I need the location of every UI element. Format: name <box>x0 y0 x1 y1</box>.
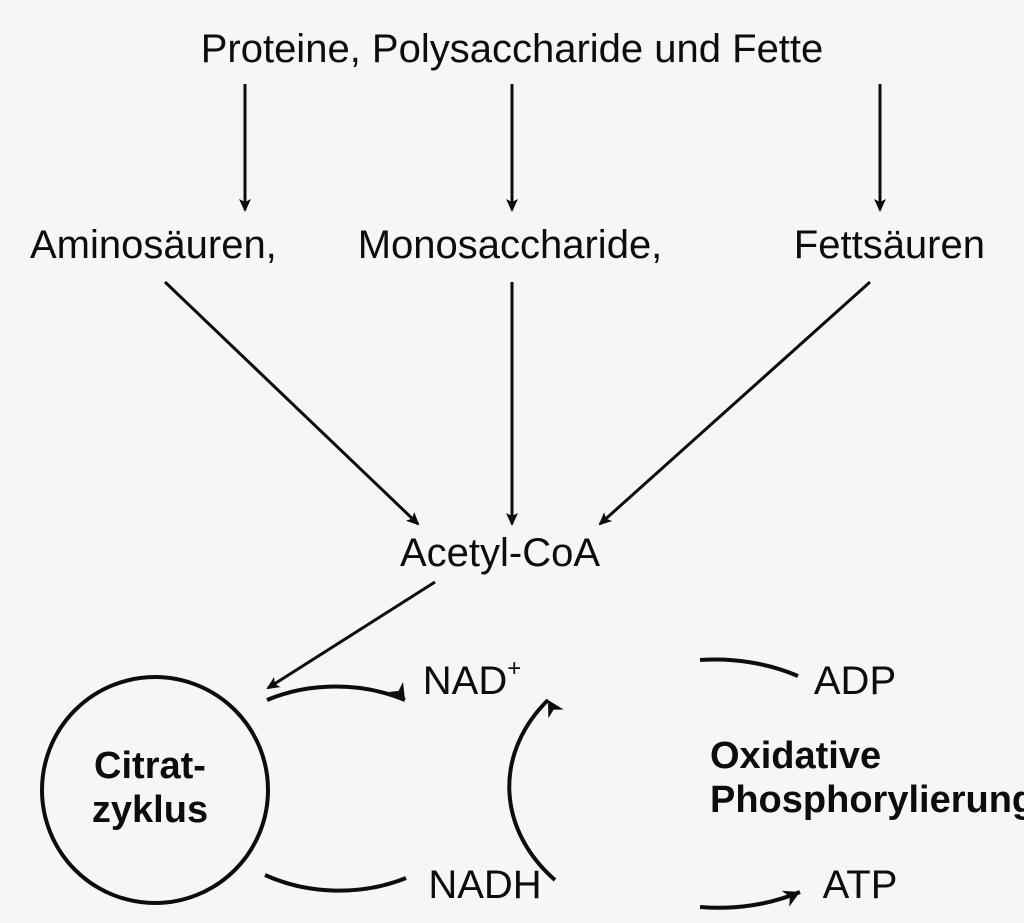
label-atp: ATP <box>823 863 898 907</box>
label-oxid1: Oxidative <box>710 735 881 777</box>
label-nadh: NADH <box>428 863 541 907</box>
label-top: Proteine, Polysaccharide und Fette <box>201 27 824 71</box>
label-nad_plus-sup: + <box>507 655 521 682</box>
label-nad_plus: NAD+ <box>423 655 521 703</box>
label-adp: ADP <box>814 659 896 703</box>
label-mid_right: Fettsäuren <box>794 223 985 267</box>
label-mid_left: Aminosäuren, <box>30 223 277 267</box>
label-acetyl: Acetyl-CoA <box>400 531 600 575</box>
label-oxid2: Phosphorylierung <box>710 779 1024 821</box>
label-citrat2: zyklus <box>92 789 208 831</box>
label-citrat1: Citrat- <box>94 745 206 787</box>
metabolism-flowchart: Proteine, Polysaccharide und Fette Aminos… <box>0 0 1024 923</box>
label-mid_center: Monosaccharide, <box>358 223 663 267</box>
